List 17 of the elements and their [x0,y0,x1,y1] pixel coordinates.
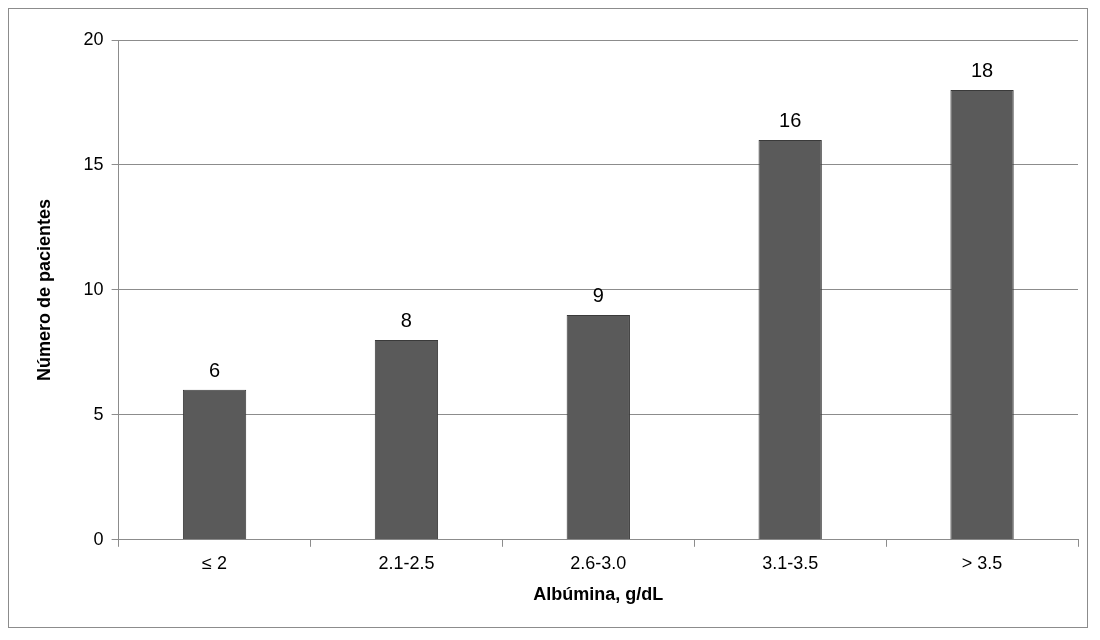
y-tick-label: 5 [93,403,104,424]
y-tick-label: 15 [83,153,104,174]
data-label: 9 [592,284,604,307]
x-tick-label: ≤ 2 [202,552,227,573]
x-axis-title: Albúmina, g/dL [533,584,664,605]
x-tick-label: > 3.5 [961,552,1003,573]
x-tick-label: 2.1-2.5 [378,552,435,573]
y-tick-label: 10 [83,278,104,299]
data-label: 16 [779,109,802,132]
data-label: 18 [970,59,994,82]
y-axis-title: Número de pacientes [33,198,54,381]
y-tick-label: 20 [83,28,104,49]
y-tick-label: 0 [93,528,104,549]
x-tick-label: 2.6-3.0 [570,552,627,573]
data-label: 8 [400,309,412,332]
data-label: 6 [209,359,221,382]
x-tick-label: 3.1-3.5 [762,552,819,573]
